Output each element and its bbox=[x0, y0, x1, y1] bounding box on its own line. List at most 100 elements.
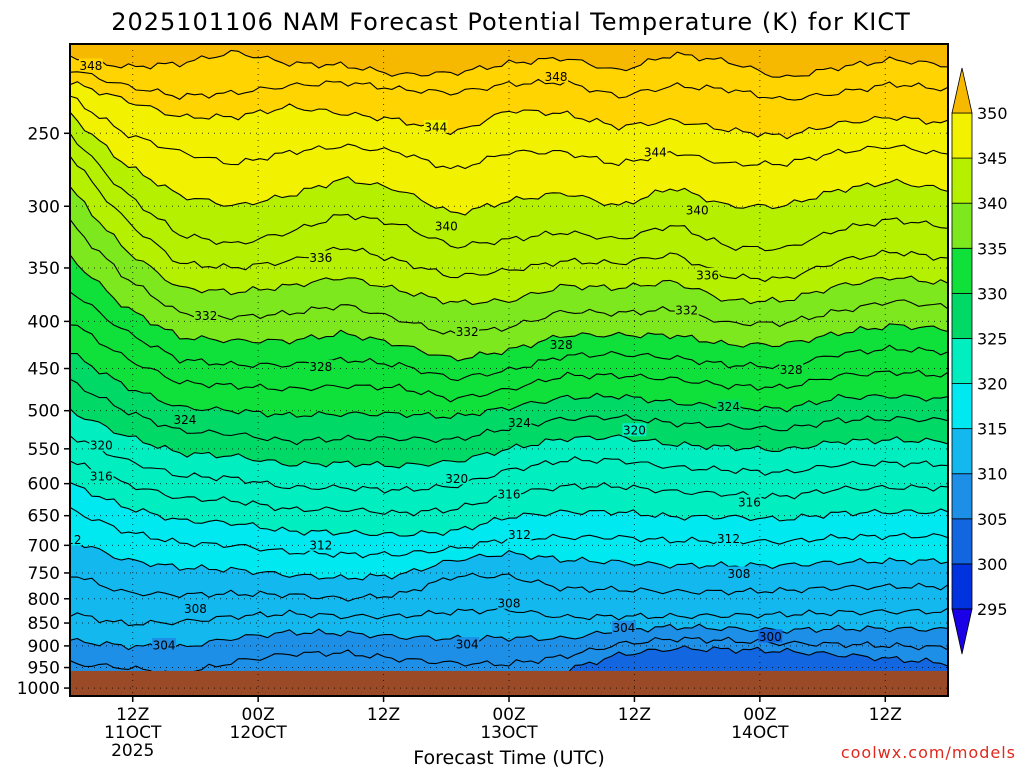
isentrope-322 bbox=[70, 378, 948, 446]
colorbar-label-345: 345 bbox=[977, 149, 1008, 168]
x-tick-label: 12Z bbox=[116, 705, 149, 725]
contour-label-bg bbox=[716, 531, 741, 545]
contour-label-bg bbox=[172, 412, 197, 426]
contour-label-group: 320 bbox=[622, 423, 647, 438]
contour-label-316: 316 bbox=[498, 488, 521, 502]
contour-label-group: 340 bbox=[685, 203, 710, 218]
contour-label-bg bbox=[89, 438, 114, 452]
contour-label-group: 328 bbox=[779, 362, 804, 377]
colorbar-box-310 bbox=[951, 428, 973, 475]
y-tick-label-400: 400 bbox=[28, 312, 60, 332]
colorbar-label-300: 300 bbox=[977, 555, 1008, 574]
contour-label-312: 312 bbox=[508, 528, 531, 542]
contour-label-bg bbox=[308, 537, 333, 551]
contour-label-312: 312 bbox=[717, 532, 740, 546]
contour-label-bg bbox=[507, 527, 532, 541]
contour-label-group: 308 bbox=[183, 601, 208, 616]
contour-label-group: 328 bbox=[308, 359, 333, 374]
colorbar-box-295 bbox=[951, 563, 973, 610]
contour-label-324: 324 bbox=[508, 416, 531, 430]
colorbar-box-345 bbox=[951, 112, 973, 159]
contour-label-group: 320 bbox=[444, 471, 469, 486]
colorbar-box-330 bbox=[951, 247, 973, 294]
colorbar-label-315: 315 bbox=[977, 420, 1008, 439]
contour-label-group: 304 bbox=[152, 638, 177, 653]
contour-label-bg bbox=[758, 629, 783, 643]
x-tick-label: 00Z bbox=[492, 705, 525, 725]
x-axis-label: Forecast Time (UTC) bbox=[413, 747, 604, 768]
y-tick-label-750: 750 bbox=[28, 564, 60, 584]
contour-label-bg bbox=[643, 145, 668, 159]
contour-label-group: 316 bbox=[89, 469, 114, 484]
isentrope-318 bbox=[70, 435, 948, 494]
colorbar-label-330: 330 bbox=[977, 284, 1008, 303]
isentrope-340 bbox=[70, 111, 948, 216]
y-tick-label-700: 700 bbox=[28, 536, 60, 556]
colorbar-box-305 bbox=[951, 473, 973, 520]
contour-label-group: 332 bbox=[674, 303, 699, 318]
contour-label-bg bbox=[455, 324, 480, 338]
contour-label-bg bbox=[549, 337, 574, 351]
contour-label-group: 348 bbox=[544, 69, 569, 84]
contour-label-bg bbox=[716, 399, 741, 413]
contour-label-bg bbox=[89, 469, 114, 483]
contour-label-bg bbox=[695, 267, 720, 281]
colorbar-box-340 bbox=[951, 157, 973, 204]
y-tick-label-650: 650 bbox=[28, 507, 60, 527]
isentrope-336 bbox=[70, 155, 948, 283]
x-tick-label: 12OCT bbox=[230, 723, 288, 743]
y-tick-label-550: 550 bbox=[28, 440, 60, 460]
contour-label-bg bbox=[779, 362, 804, 376]
contour-label-group: 316 bbox=[497, 487, 521, 502]
contour-label-group: 320 bbox=[89, 438, 114, 453]
contour-label-bg bbox=[444, 471, 469, 485]
contour-label-320: 320 bbox=[445, 472, 468, 486]
contour-label-bg bbox=[507, 415, 532, 429]
colorbar-label-340: 340 bbox=[977, 194, 1008, 213]
contour-label-320: 320 bbox=[90, 439, 113, 453]
contour-label-bg bbox=[455, 637, 480, 651]
contour-label-bg bbox=[423, 119, 448, 133]
contour-label-bg bbox=[674, 303, 699, 317]
contour-label-328: 328 bbox=[550, 338, 573, 352]
isentrope-330 bbox=[70, 254, 948, 362]
contour-label-bg bbox=[685, 203, 710, 217]
contour-label-328: 328 bbox=[309, 360, 332, 374]
contour-label-bg bbox=[308, 359, 333, 373]
contour-label-group: 312 bbox=[716, 531, 741, 546]
contour-label-bg bbox=[497, 595, 521, 609]
isentrope-344 bbox=[70, 81, 948, 140]
x-tick-label: 2025 bbox=[111, 741, 154, 761]
y-tick-label-600: 600 bbox=[28, 475, 60, 495]
y-tick-label-850: 850 bbox=[28, 614, 60, 634]
x-tick-label: 14OCT bbox=[731, 723, 789, 743]
y-tick-label-250: 250 bbox=[28, 124, 60, 144]
contour-label-340: 340 bbox=[435, 219, 458, 233]
contour-label-324: 324 bbox=[174, 413, 197, 427]
colorbar-label-335: 335 bbox=[977, 239, 1008, 258]
contour-label-304: 304 bbox=[613, 621, 636, 635]
contour-label-344: 344 bbox=[644, 146, 667, 160]
contour-label-group: 324 bbox=[172, 412, 197, 427]
isentrope-306 bbox=[70, 606, 948, 627]
y-tick-label-900: 900 bbox=[28, 637, 60, 657]
plot-area: 348 348 344 344 340 340 336 336 332 332 332 328 328 3… bbox=[70, 44, 948, 696]
isentrope-304 bbox=[70, 623, 948, 651]
isentrope-338 bbox=[70, 132, 948, 252]
contour-label-group: 308 bbox=[497, 595, 521, 610]
isentrope-lines bbox=[70, 49, 948, 693]
colorbar-box-315 bbox=[951, 383, 973, 430]
contour-label-bg bbox=[78, 58, 103, 72]
contour-label-group: 336 bbox=[308, 250, 333, 265]
colorbar-label-295: 295 bbox=[977, 600, 1008, 619]
isentrope-346 bbox=[70, 71, 948, 101]
y-tick-label-1000: 1000 bbox=[17, 679, 60, 699]
contour-label-300: 300 bbox=[759, 630, 782, 644]
contour-label-bg bbox=[497, 487, 521, 501]
contour-label-group: 316 bbox=[737, 494, 762, 509]
y-tick-label-800: 800 bbox=[28, 590, 60, 610]
contour-label-group: 300 bbox=[758, 629, 783, 644]
contour-label-344: 344 bbox=[424, 120, 447, 134]
colorbar-box-320 bbox=[951, 338, 973, 384]
